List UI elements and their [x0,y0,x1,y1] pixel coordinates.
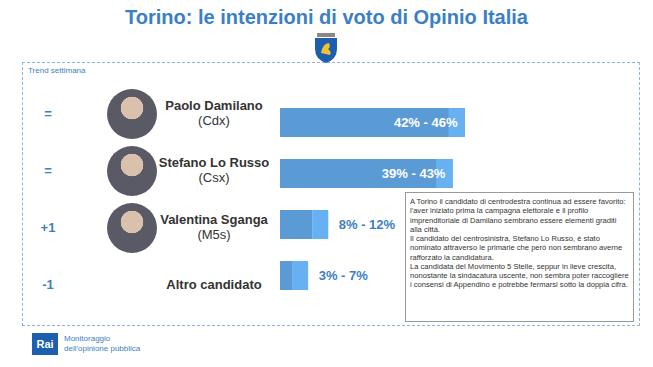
html-text:Trend settimana: Trend settimana [28,66,86,75]
html-text:-1: -1 [42,276,54,292]
svg-text:3% - 7%: 3% - 7% [319,268,369,283]
svg-text:8% - 12%: 8% - 12% [339,217,396,232]
svg-text:42% - 46%: 42% - 46% [394,115,458,130]
html-text:Torino: le intenzioni di voto: Torino: le intenzioni di voto di Opinio … [125,6,528,28]
html-text:Rai: Rai [36,338,54,350]
html-text:(Csx): (Csx) [198,169,230,185]
html-text:La candidata del Movimento 5 S: La candidata del Movimento 5 Stelle, sep… [410,261,629,290]
html-text:(Cdx): (Cdx) [198,112,230,128]
html-text:Altro candidato: Altro candidato [166,276,262,292]
html-text:Paolo Damilano: Paolo Damilano [165,97,263,113]
html-text:Monitoraggio: Monitoraggio [64,334,111,343]
html-text:Stefano Lo Russo: Stefano Lo Russo [158,154,270,170]
html-text:A Torino il candidato di centr: A Torino il candidato di centrodestra co… [410,197,626,234]
html-text:dell'opinione pubblica: dell'opinione pubblica [64,343,141,353]
html-text:(M5s): (M5s) [197,226,231,242]
html-text:Valentina Sganga: Valentina Sganga [160,211,268,227]
svg-text:39% - 43%: 39% - 43% [382,166,446,181]
html-text:+1: +1 [40,219,56,235]
html-text:Il candidato del centrosinistr: Il candidato del centrosinistra, Stefano… [410,234,623,262]
